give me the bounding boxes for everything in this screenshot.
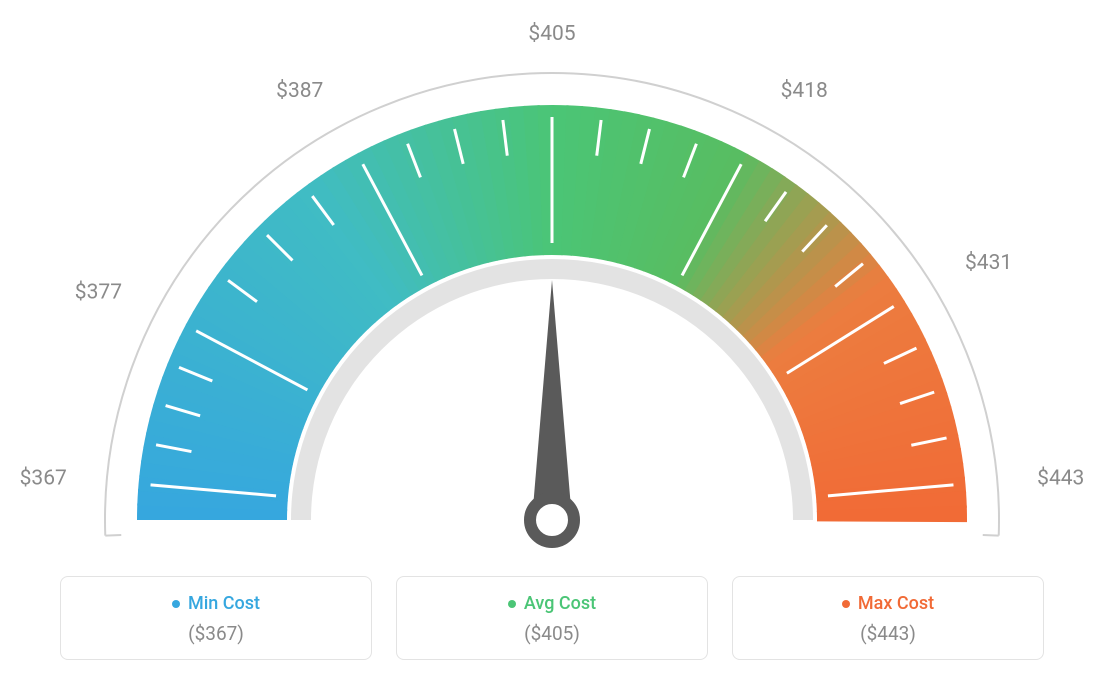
legend-card: Max Cost ($443) bbox=[732, 576, 1044, 660]
legend-label: Min Cost bbox=[188, 593, 260, 614]
gauge-tick-label: $443 bbox=[1037, 467, 1084, 491]
legend-label: Max Cost bbox=[858, 593, 934, 614]
legend-dot-icon bbox=[842, 600, 850, 608]
gauge-tick-label: $405 bbox=[528, 22, 575, 46]
legend-row: Min Cost ($367) Avg Cost ($405) Max Cost ($44… bbox=[60, 576, 1044, 660]
legend-label-row: Max Cost bbox=[733, 593, 1043, 614]
gauge-svg: $367 $377 $387 $405 $418 $431 $443 bbox=[0, 0, 1104, 560]
gauge-tick-label: $418 bbox=[781, 79, 828, 103]
gauge-tick-label: $367 bbox=[20, 467, 67, 491]
gauge-tick-label: $387 bbox=[276, 79, 323, 103]
legend-dot-icon bbox=[172, 600, 180, 608]
legend-dot-icon bbox=[508, 600, 516, 608]
gauge-tick-label: $431 bbox=[965, 251, 1012, 275]
gauge-chart: $367 $377 $387 $405 $418 $431 $443 bbox=[0, 0, 1104, 560]
gauge-needle bbox=[532, 280, 572, 520]
gauge-tick-label: $377 bbox=[75, 280, 122, 304]
legend-value: ($367) bbox=[61, 622, 371, 645]
legend-card: Avg Cost ($405) bbox=[396, 576, 708, 660]
legend-card: Min Cost ($367) bbox=[60, 576, 372, 660]
gauge-needle-hub bbox=[530, 498, 574, 542]
legend-value: ($405) bbox=[397, 622, 707, 645]
legend-label: Avg Cost bbox=[524, 593, 596, 614]
legend-value: ($443) bbox=[733, 622, 1043, 645]
legend-label-row: Avg Cost bbox=[397, 593, 707, 614]
legend-label-row: Min Cost bbox=[61, 593, 371, 614]
